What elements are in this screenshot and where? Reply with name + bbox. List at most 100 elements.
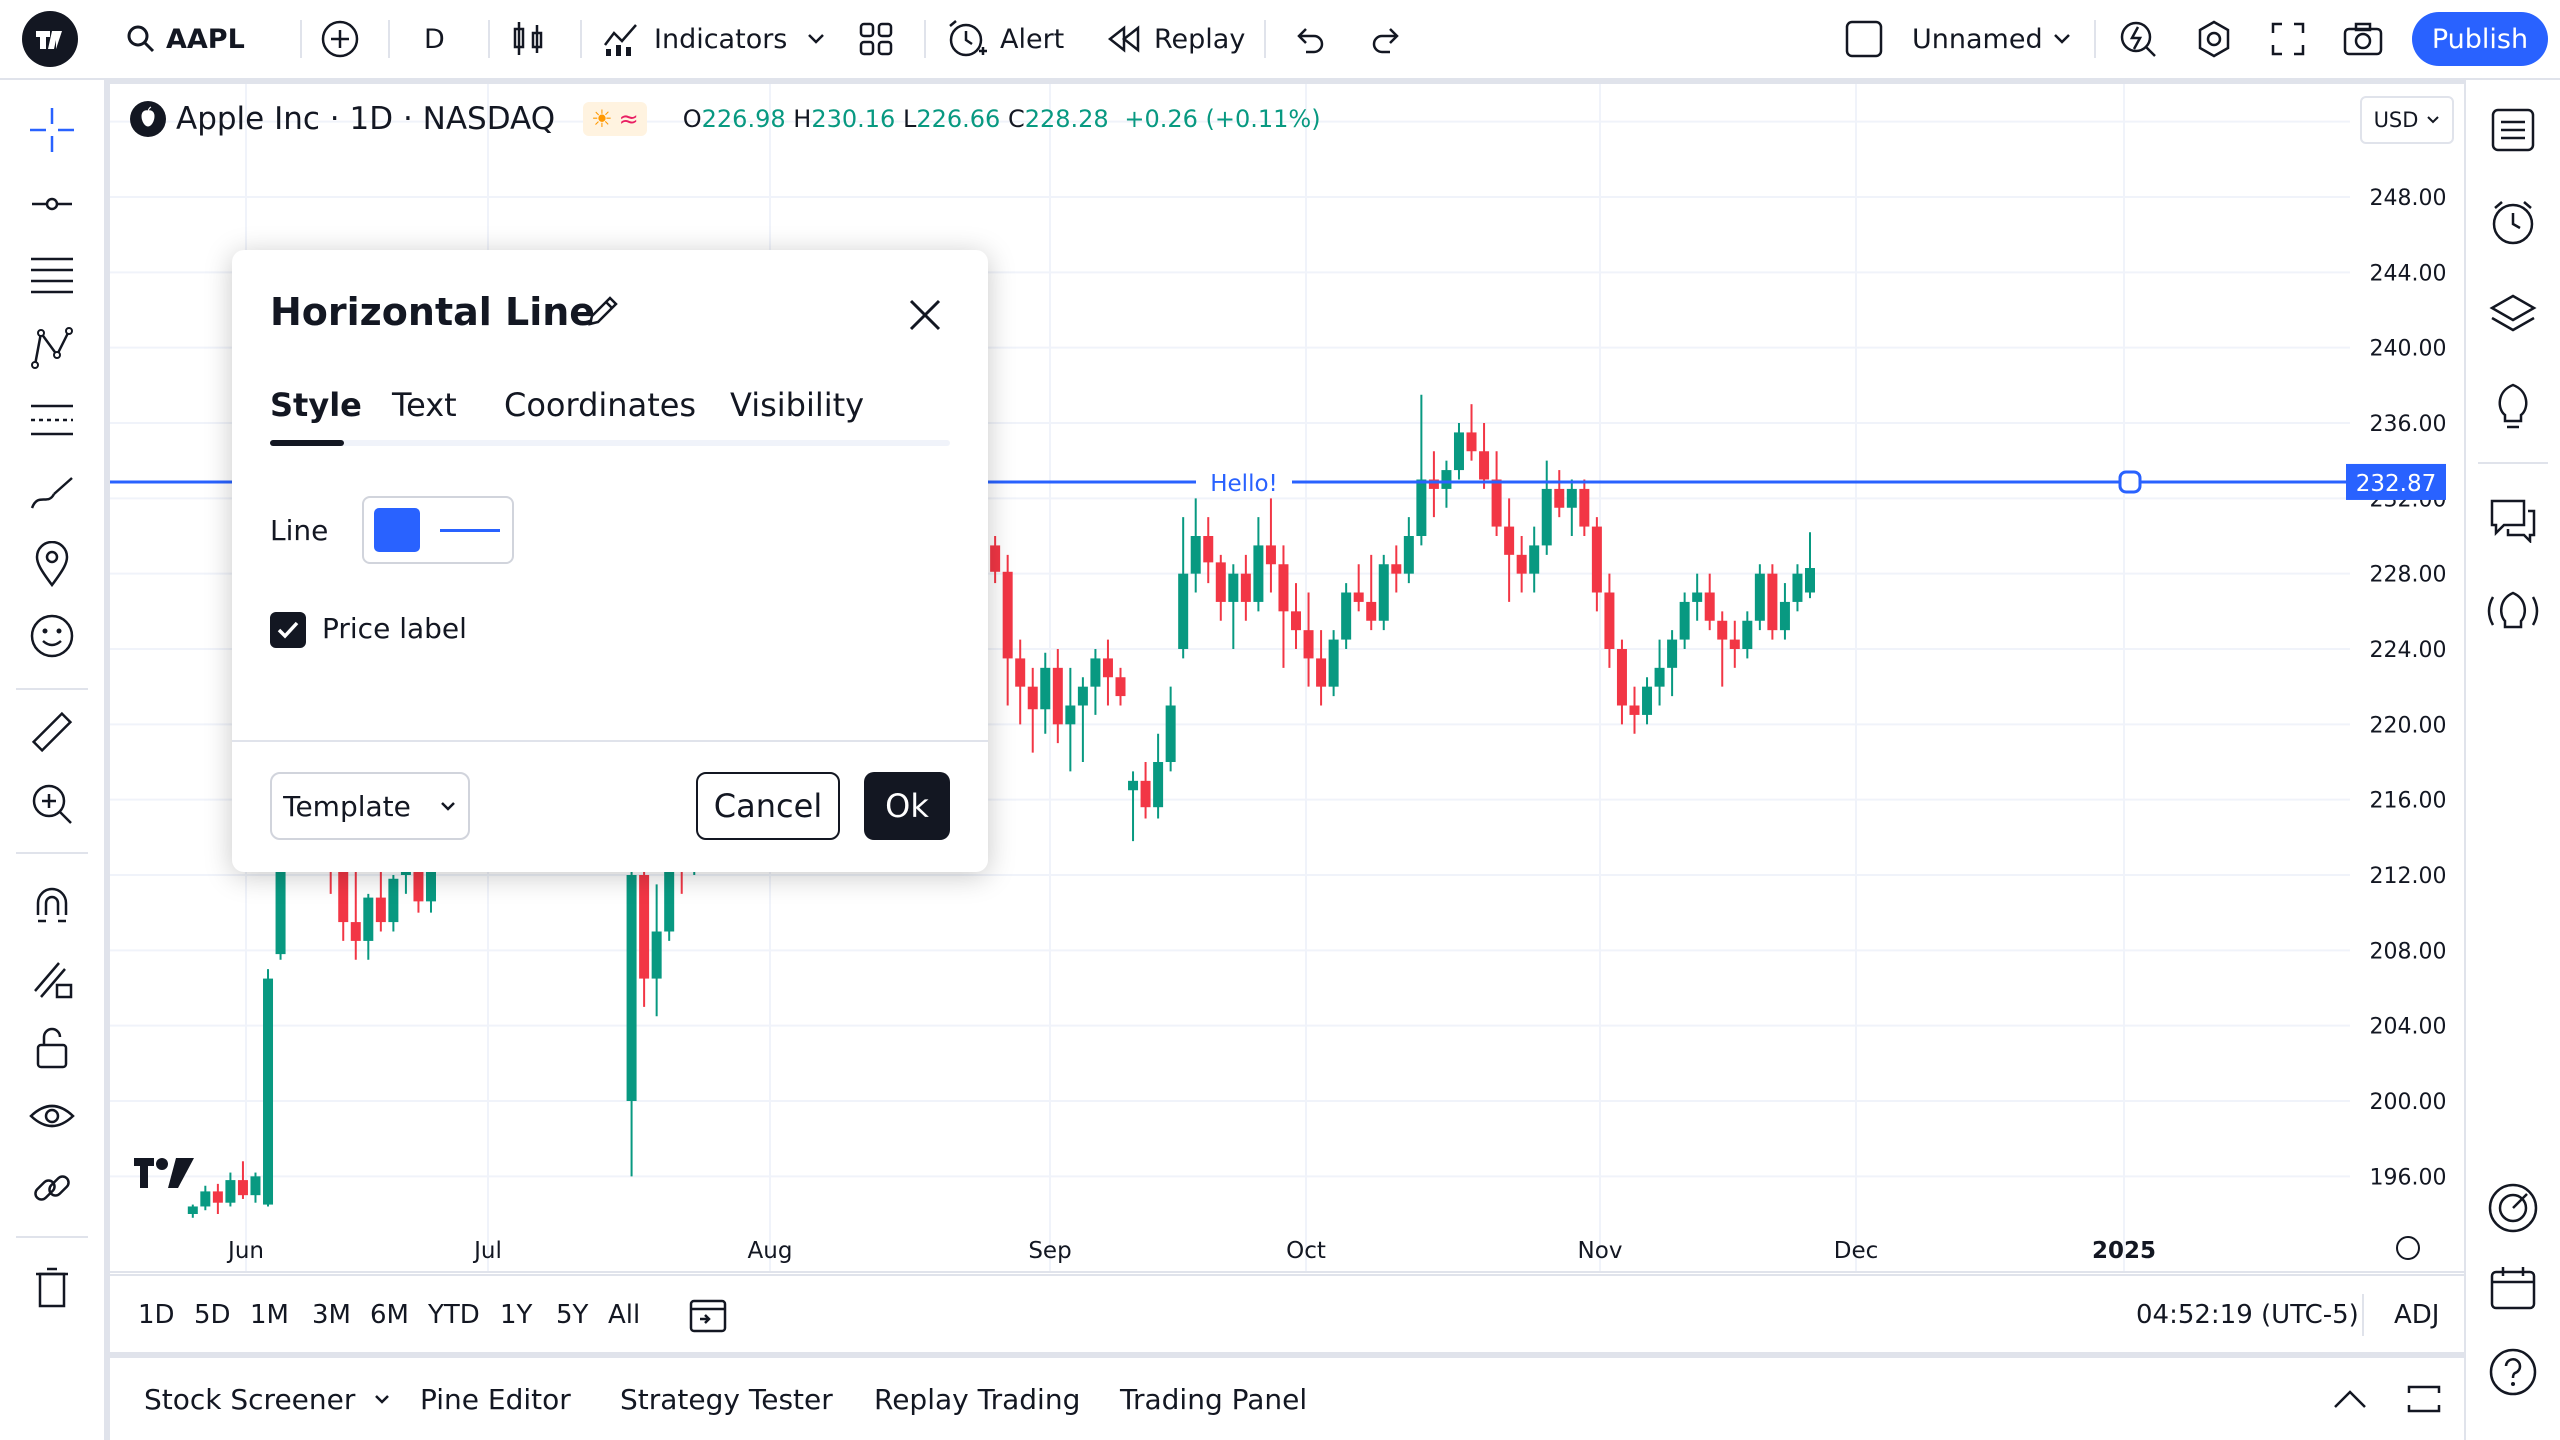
remove-drawings-tool[interactable] bbox=[22, 1258, 82, 1318]
snapshot-button[interactable] bbox=[2342, 0, 2384, 78]
candle-body[interactable] bbox=[1240, 573, 1251, 602]
price-label-badge[interactable] bbox=[2346, 463, 2446, 500]
range-1y[interactable]: 1Y bbox=[500, 1300, 533, 1330]
price-label-text[interactable]: Price label bbox=[322, 612, 467, 645]
hotlists-button[interactable] bbox=[2483, 1178, 2543, 1238]
candle-body[interactable] bbox=[1491, 479, 1502, 527]
candle-body[interactable] bbox=[1128, 780, 1139, 791]
candle-body[interactable] bbox=[1002, 571, 1013, 659]
stay-in-drawing-mode-tool[interactable] bbox=[22, 948, 82, 1008]
candle-body[interactable] bbox=[212, 1191, 223, 1203]
candle-body[interactable] bbox=[263, 978, 274, 1205]
templates-button[interactable] bbox=[858, 0, 894, 78]
magnet-tool[interactable] bbox=[22, 878, 82, 938]
brush-tool[interactable] bbox=[22, 462, 82, 522]
candle-body[interactable] bbox=[1278, 564, 1289, 612]
help-button[interactable] bbox=[2483, 1342, 2543, 1402]
range-all[interactable]: All bbox=[608, 1300, 641, 1330]
candle-body[interactable] bbox=[1102, 658, 1113, 678]
fullscreen-button[interactable] bbox=[2270, 0, 2306, 78]
candle-body[interactable] bbox=[1178, 573, 1189, 649]
candle-body[interactable] bbox=[1215, 562, 1226, 602]
candle-body[interactable] bbox=[1203, 536, 1214, 563]
candle-body[interactable] bbox=[1554, 488, 1565, 508]
candle-body[interactable] bbox=[1140, 780, 1151, 808]
candle-body[interactable] bbox=[664, 865, 675, 932]
candle-body[interactable] bbox=[1040, 667, 1051, 710]
market-status-badge[interactable]: ☀ ≈ bbox=[583, 102, 647, 136]
candle-body[interactable] bbox=[1679, 601, 1690, 640]
layout-checkbox[interactable] bbox=[1844, 0, 1884, 78]
axis-settings-icon[interactable] bbox=[2396, 1236, 2420, 1260]
candle-body[interactable] bbox=[639, 875, 650, 979]
range-1m[interactable]: 1M bbox=[250, 1300, 289, 1330]
trend-line-tool[interactable] bbox=[22, 174, 82, 234]
line-width-preview[interactable] bbox=[440, 529, 500, 532]
candle-body[interactable] bbox=[1153, 762, 1164, 808]
settings-button[interactable] bbox=[2194, 0, 2234, 78]
range-5d[interactable]: 5D bbox=[194, 1300, 231, 1330]
price-label-checkbox[interactable] bbox=[270, 612, 306, 648]
ok-button[interactable]: Ok bbox=[864, 772, 950, 840]
quick-search-button[interactable] bbox=[2118, 0, 2158, 78]
link-tool[interactable] bbox=[22, 1158, 82, 1218]
candle-body[interactable] bbox=[1629, 705, 1640, 715]
candle-body[interactable] bbox=[1391, 564, 1402, 574]
line-color-swatch[interactable] bbox=[374, 508, 420, 552]
candle-body[interactable] bbox=[1742, 620, 1753, 649]
candle-body[interactable] bbox=[1604, 592, 1615, 650]
candle-body[interactable] bbox=[1516, 554, 1527, 574]
layout-dropdown-button[interactable] bbox=[2052, 0, 2072, 78]
candle-body[interactable] bbox=[1403, 536, 1414, 574]
compare-button[interactable] bbox=[320, 0, 360, 78]
publish-button[interactable]: Publish bbox=[2412, 12, 2548, 66]
candle-body[interactable] bbox=[1453, 432, 1464, 471]
candle-body[interactable] bbox=[1228, 573, 1239, 602]
line-drag-handle[interactable] bbox=[2118, 470, 2142, 494]
tradingview-logo-icon[interactable] bbox=[22, 0, 78, 78]
chats-button[interactable] bbox=[2483, 490, 2543, 550]
candle-body[interactable] bbox=[1416, 479, 1427, 537]
zoom-tool[interactable] bbox=[22, 774, 82, 834]
candle-body[interactable] bbox=[1253, 545, 1264, 602]
candle-body[interactable] bbox=[1541, 488, 1552, 546]
candle-body[interactable] bbox=[1027, 686, 1038, 710]
pin-tool[interactable] bbox=[22, 534, 82, 594]
candle-body[interactable] bbox=[1654, 667, 1665, 687]
candle-body[interactable] bbox=[338, 856, 349, 923]
candle-body[interactable] bbox=[1767, 573, 1778, 631]
measure-tool[interactable] bbox=[22, 702, 82, 762]
close-button[interactable] bbox=[900, 290, 950, 340]
candle-body[interactable] bbox=[1316, 658, 1327, 687]
candle-body[interactable] bbox=[1190, 536, 1201, 574]
undo-button[interactable] bbox=[1292, 0, 1326, 78]
candle-body[interactable] bbox=[1441, 470, 1452, 489]
candle-body[interactable] bbox=[1642, 686, 1653, 715]
tab-visibility[interactable]: Visibility bbox=[730, 386, 865, 424]
alerts-button[interactable] bbox=[2483, 192, 2543, 252]
candle-body[interactable] bbox=[1353, 592, 1364, 602]
candle-body[interactable] bbox=[1504, 526, 1515, 555]
stock-screener-tab[interactable]: Stock Screener bbox=[144, 1358, 391, 1440]
range-5y[interactable]: 5Y bbox=[556, 1300, 589, 1330]
candle-body[interactable] bbox=[1428, 479, 1439, 489]
redo-button[interactable] bbox=[1370, 0, 1404, 78]
cancel-button[interactable]: Cancel bbox=[696, 772, 840, 840]
candle-body[interactable] bbox=[1303, 630, 1314, 659]
pine-editor-tab[interactable]: Pine Editor bbox=[420, 1358, 571, 1440]
adj-toggle[interactable]: ADJ bbox=[2394, 1276, 2439, 1352]
candle-body[interactable] bbox=[388, 878, 399, 923]
candle-body[interactable] bbox=[1077, 686, 1088, 706]
candle-body[interactable] bbox=[1115, 677, 1126, 697]
goto-date-button[interactable] bbox=[688, 1276, 728, 1352]
candle-body[interactable] bbox=[1779, 601, 1790, 631]
candle-body[interactable] bbox=[1754, 573, 1765, 621]
candle-body[interactable] bbox=[363, 897, 374, 941]
candle-body[interactable] bbox=[1616, 649, 1627, 706]
candle-body[interactable] bbox=[1065, 705, 1076, 725]
lock-drawings-tool[interactable] bbox=[22, 1018, 82, 1078]
candle-body[interactable] bbox=[1378, 564, 1389, 621]
candle-body[interactable] bbox=[1704, 592, 1715, 621]
emoji-tool[interactable] bbox=[22, 606, 82, 666]
range-1d[interactable]: 1D bbox=[138, 1300, 175, 1330]
